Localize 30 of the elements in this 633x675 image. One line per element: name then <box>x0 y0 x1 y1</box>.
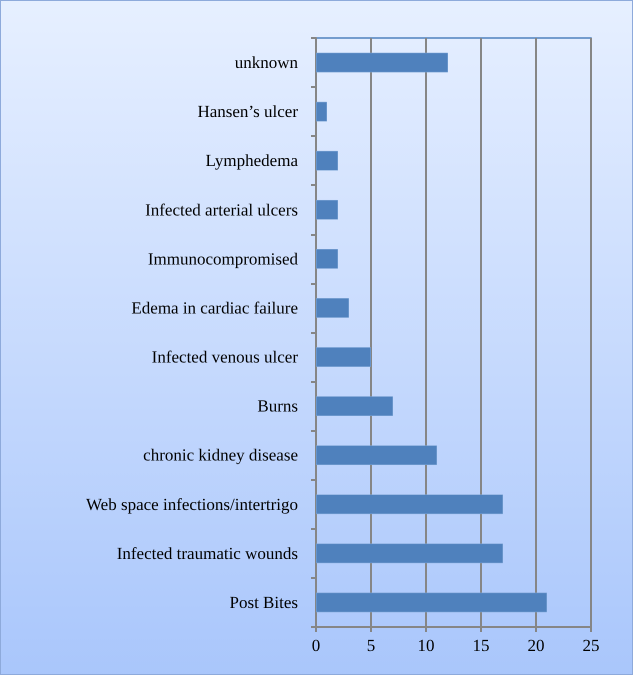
y-tick-label: chronic kidney disease <box>143 446 298 465</box>
bar <box>316 102 327 122</box>
y-tick-label: Hansen’s ulcer <box>197 102 298 122</box>
bar <box>316 396 393 416</box>
y-tick-label: Edema in cardiac failure <box>131 298 298 318</box>
x-tick-label: 5 <box>366 636 376 655</box>
y-tick-label: Infected traumatic wounds <box>116 544 298 563</box>
bar <box>316 298 349 318</box>
bar <box>316 150 338 171</box>
bar <box>316 592 547 612</box>
y-tick-label: Infected arterial ulcers <box>145 200 298 220</box>
bar <box>316 200 338 220</box>
y-tick-label: Burns <box>257 396 298 416</box>
x-tick-label: 25 <box>582 636 600 655</box>
y-tick-label: Infected venous ulcer <box>152 348 298 367</box>
x-tick-label: 0 <box>312 636 320 655</box>
x-tick-label: 10 <box>418 636 434 655</box>
x-tick-label: 15 <box>472 636 490 655</box>
bar <box>316 52 448 72</box>
y-tick-label: unknown <box>234 53 298 72</box>
bar <box>316 445 437 466</box>
bar <box>316 249 338 269</box>
bar <box>316 347 371 367</box>
bar <box>316 544 503 564</box>
x-tick-label: 20 <box>528 636 544 655</box>
y-tick-label: Web space infections/intertrigo <box>86 494 298 514</box>
y-tick-label: Immunocompromised <box>148 249 298 268</box>
y-tick-label: Post Bites <box>230 592 298 612</box>
bar <box>316 494 503 514</box>
y-tick-label: Lymphedema <box>205 151 298 170</box>
